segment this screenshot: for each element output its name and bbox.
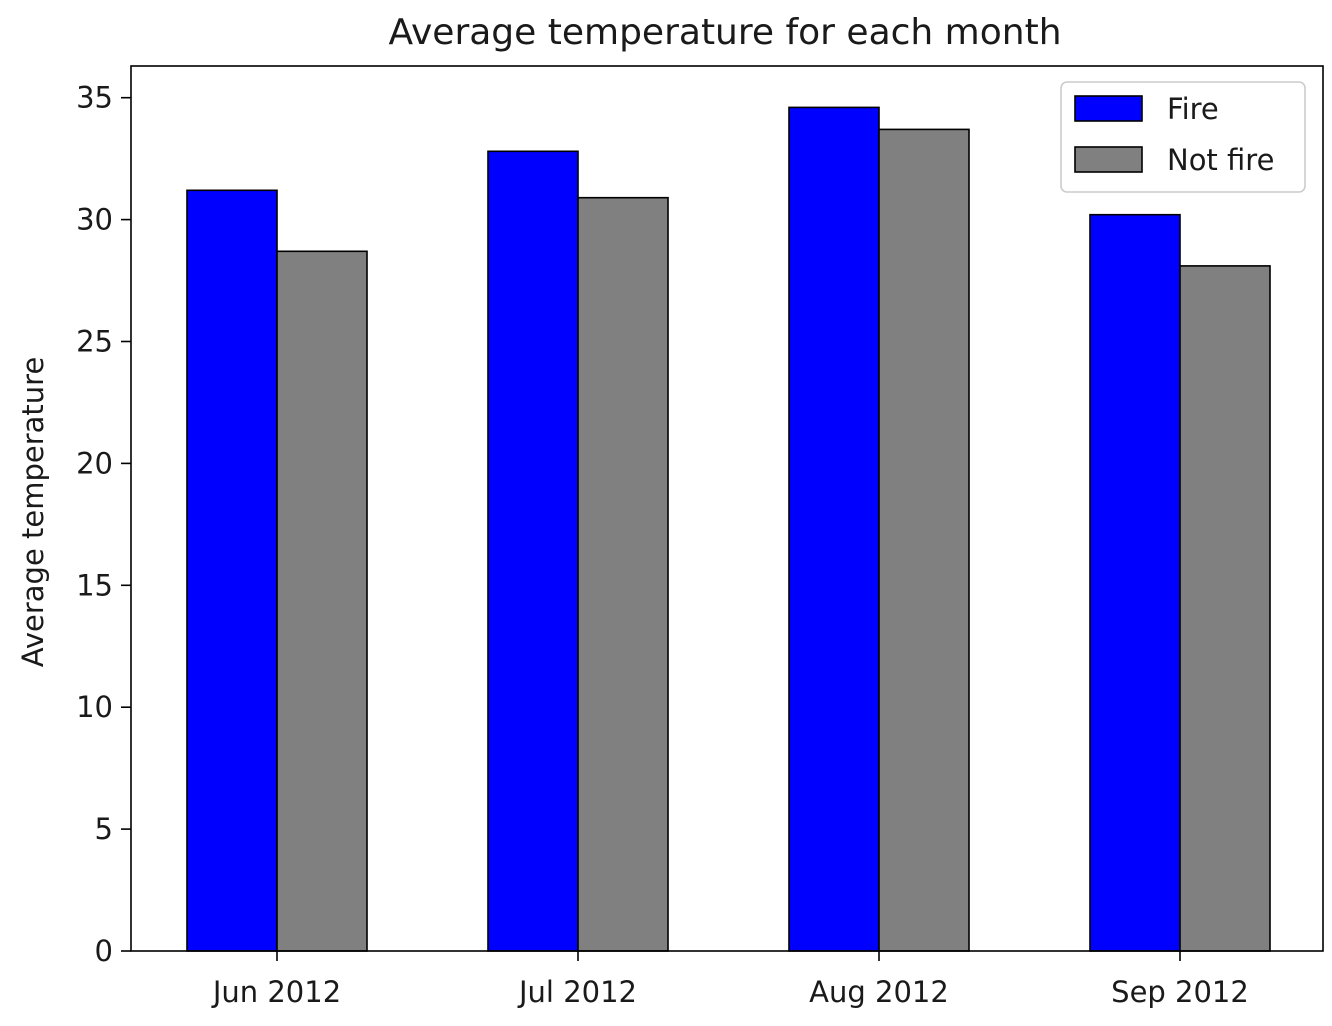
bar-fire-jul-2012 [487, 150, 579, 952]
y-tick-label: 10 [76, 690, 113, 724]
y-tick-label: 35 [76, 81, 113, 115]
legend-label-fire: Fire [1167, 92, 1219, 126]
chart-title: Average temperature for each month [388, 12, 1061, 53]
y-tick-label: 0 [95, 934, 113, 968]
y-tick-label: 25 [76, 324, 113, 358]
legend: Fire Not fire [1060, 81, 1306, 193]
legend-label-not-fire: Not fire [1167, 143, 1274, 177]
legend-swatch-not-fire [1074, 146, 1143, 173]
bar-not-fire-sep-2012 [1179, 265, 1271, 952]
plot-frame [130, 65, 1324, 952]
x-tick-label: Sep 2012 [1111, 975, 1249, 1009]
ticks-layer: Jun 2012 Jul 2012 Aug 2012 Sep 2012 0 5 10 15 20… [76, 81, 1249, 1009]
bar-fire-sep-2012 [1089, 213, 1181, 952]
y-tick-label: 20 [76, 446, 113, 480]
y-tick-label: 30 [76, 203, 113, 237]
legend-swatch-fire [1074, 95, 1143, 122]
bar-fire-jun-2012 [186, 189, 278, 952]
x-tick-label: Jun 2012 [211, 975, 341, 1009]
x-tick-label: Aug 2012 [809, 975, 949, 1009]
bar-not-fire-jul-2012 [577, 196, 669, 952]
bar-fire-aug-2012 [788, 106, 880, 952]
bar-not-fire-aug-2012 [878, 128, 970, 952]
bar-not-fire-jun-2012 [276, 250, 368, 952]
y-axis-label: Average temperature [16, 357, 50, 668]
y-tick-label: 15 [76, 568, 113, 602]
y-tick-label: 5 [95, 812, 113, 846]
x-tick-label: Jul 2012 [517, 975, 637, 1009]
bars-layer [186, 106, 1271, 952]
legend-items: Fire Not fire [1074, 92, 1274, 177]
